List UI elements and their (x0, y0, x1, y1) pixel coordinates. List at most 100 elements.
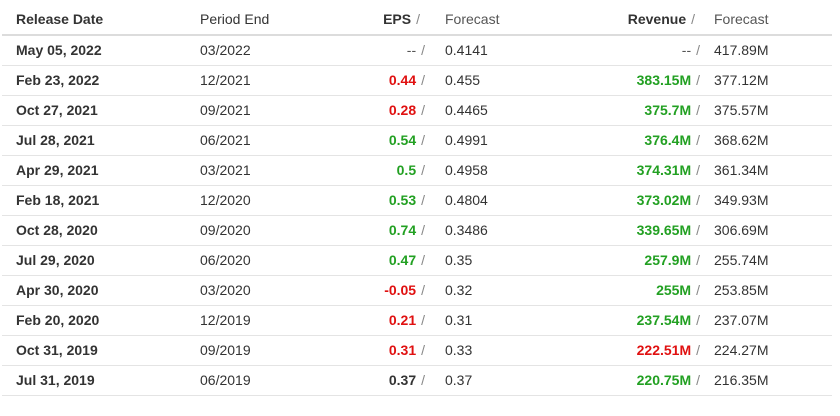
period-end: 09/2021 (200, 102, 251, 118)
revenue-separator: / (696, 162, 700, 178)
revenue-actual: 376.4M (644, 132, 692, 148)
eps-actual-cell: 0.44/ (389, 66, 425, 95)
revenue-actual: 257.9M (644, 252, 692, 268)
revenue-separator: / (696, 192, 700, 208)
eps-separator: / (421, 192, 425, 208)
eps-separator: / (421, 72, 425, 88)
eps-separator: / (421, 162, 425, 178)
revenue-forecast: 237.07M (714, 312, 769, 328)
eps-actual: 0.47 (388, 252, 417, 268)
revenue-separator: / (696, 252, 700, 268)
revenue-separator: / (696, 282, 700, 298)
eps-actual-cell: 0.53/ (389, 186, 425, 215)
eps-actual-cell: 0.37/ (389, 366, 425, 395)
revenue-forecast: 349.93M (714, 192, 769, 208)
release-date: Apr 29, 2021 (16, 162, 99, 178)
period-end: 12/2019 (200, 312, 251, 328)
eps-actual: 0.54 (388, 132, 417, 148)
eps-forecast: 0.33 (445, 342, 473, 358)
header-eps-separator: / (416, 11, 420, 27)
revenue-forecast: 306.69M (714, 222, 769, 238)
release-date: Jul 29, 2020 (16, 252, 95, 268)
revenue-forecast: 361.34M (714, 162, 769, 178)
release-date: Feb 18, 2021 (16, 192, 100, 208)
eps-actual: 0.74 (388, 222, 417, 238)
eps-separator: / (421, 132, 425, 148)
table-row: Apr 29, 2021 03/2021 0.5/0.4958 374.31M/361… (2, 156, 832, 186)
eps-actual-cell: 0.31/ (389, 336, 425, 365)
table-row: Jul 28, 2021 06/2021 0.54/0.4991 376.4M/368… (2, 126, 832, 156)
revenue-actual: 339.65M (636, 222, 692, 238)
table-header: Release Date Period End EPS / Forecast Re… (2, 0, 832, 36)
eps-actual: -- (406, 42, 417, 58)
header-period-end[interactable]: Period End (200, 11, 270, 27)
revenue-separator: / (696, 222, 700, 238)
table-row: Oct 31, 2019 09/2019 0.31/0.33 222.51M/224.… (2, 336, 832, 366)
release-date: Oct 28, 2020 (16, 222, 98, 238)
revenue-actual: -- (681, 42, 692, 58)
period-end: 03/2020 (200, 282, 251, 298)
revenue-actual-cell: 220.75M / (637, 366, 700, 395)
header-eps-forecast[interactable]: Forecast (445, 11, 500, 27)
period-end: 06/2020 (200, 252, 251, 268)
revenue-actual-cell: 376.4M / (644, 126, 700, 155)
revenue-actual-cell: 375.7M / (644, 96, 700, 125)
revenue-separator: / (696, 372, 700, 388)
revenue-separator: / (696, 342, 700, 358)
header-release-date[interactable]: Release Date (16, 11, 104, 27)
revenue-actual-cell: 374.31M / (637, 156, 700, 185)
header-revenue: Revenue / (628, 0, 700, 38)
revenue-actual: 383.15M (636, 72, 692, 88)
eps-actual-cell: -- / (407, 36, 425, 65)
table-row: Oct 27, 2021 09/2021 0.28/0.4465 375.7M/375… (2, 96, 832, 126)
period-end: 12/2020 (200, 192, 251, 208)
eps-actual-cell: 0.5/ (397, 156, 425, 185)
revenue-separator: / (696, 102, 700, 118)
table-row: Jul 31, 2019 06/2019 0.37/0.37 220.75M/216.… (2, 366, 832, 396)
eps-separator: / (421, 342, 425, 358)
release-date: Jul 31, 2019 (16, 372, 95, 388)
table-row: Jul 29, 2020 06/2020 0.47/0.35 257.9M/255.7… (2, 246, 832, 276)
revenue-actual-cell: 383.15M / (637, 66, 700, 95)
revenue-forecast: 255.74M (714, 252, 769, 268)
period-end: 06/2021 (200, 132, 251, 148)
eps-forecast: 0.4465 (445, 102, 488, 118)
eps-actual: 0.53 (388, 192, 417, 208)
table-row: Apr 30, 2020 03/2020 -0.05/0.32 255M/253.85… (2, 276, 832, 306)
release-date: Apr 30, 2020 (16, 282, 99, 298)
eps-actual: 0.21 (388, 312, 417, 328)
header-eps: EPS / (383, 0, 425, 38)
header-revenue-label[interactable]: Revenue (627, 11, 687, 27)
revenue-actual: 220.75M (636, 372, 692, 388)
earnings-table: Release Date Period End EPS / Forecast Re… (2, 0, 832, 396)
period-end: 06/2019 (200, 372, 251, 388)
table-row: Oct 28, 2020 09/2020 0.74/0.3486 339.65M/30… (2, 216, 832, 246)
eps-actual-cell: 0.47/ (389, 246, 425, 275)
header-revenue-forecast[interactable]: Forecast (714, 11, 769, 27)
eps-actual: 0.28 (388, 102, 417, 118)
eps-forecast: 0.31 (445, 312, 473, 328)
eps-separator: / (421, 372, 425, 388)
revenue-forecast: 368.62M (714, 132, 769, 148)
revenue-forecast: 224.27M (714, 342, 769, 358)
eps-forecast: 0.3486 (445, 222, 488, 238)
eps-forecast: 0.455 (445, 72, 481, 88)
revenue-actual-cell: 373.02M / (637, 186, 700, 215)
eps-forecast: 0.35 (445, 252, 473, 268)
eps-actual: 0.5 (396, 162, 417, 178)
period-end: 03/2022 (200, 42, 251, 58)
revenue-separator: / (696, 72, 700, 88)
eps-actual: -0.05 (384, 282, 417, 298)
table-row: Feb 18, 2021 12/2020 0.53/0.4804 373.02M/34… (2, 186, 832, 216)
eps-separator: / (421, 42, 425, 58)
revenue-actual-cell: 237.54M / (637, 306, 700, 335)
revenue-actual-cell: 255M / (656, 276, 700, 305)
eps-actual: 0.44 (388, 72, 417, 88)
eps-separator: / (421, 252, 425, 268)
header-eps-label[interactable]: EPS (383, 11, 412, 27)
eps-separator: / (421, 102, 425, 118)
revenue-actual: 222.51M (636, 342, 692, 358)
header-revenue-separator: / (691, 11, 695, 27)
release-date: Feb 20, 2020 (16, 312, 100, 328)
revenue-actual: 237.54M (636, 312, 692, 328)
